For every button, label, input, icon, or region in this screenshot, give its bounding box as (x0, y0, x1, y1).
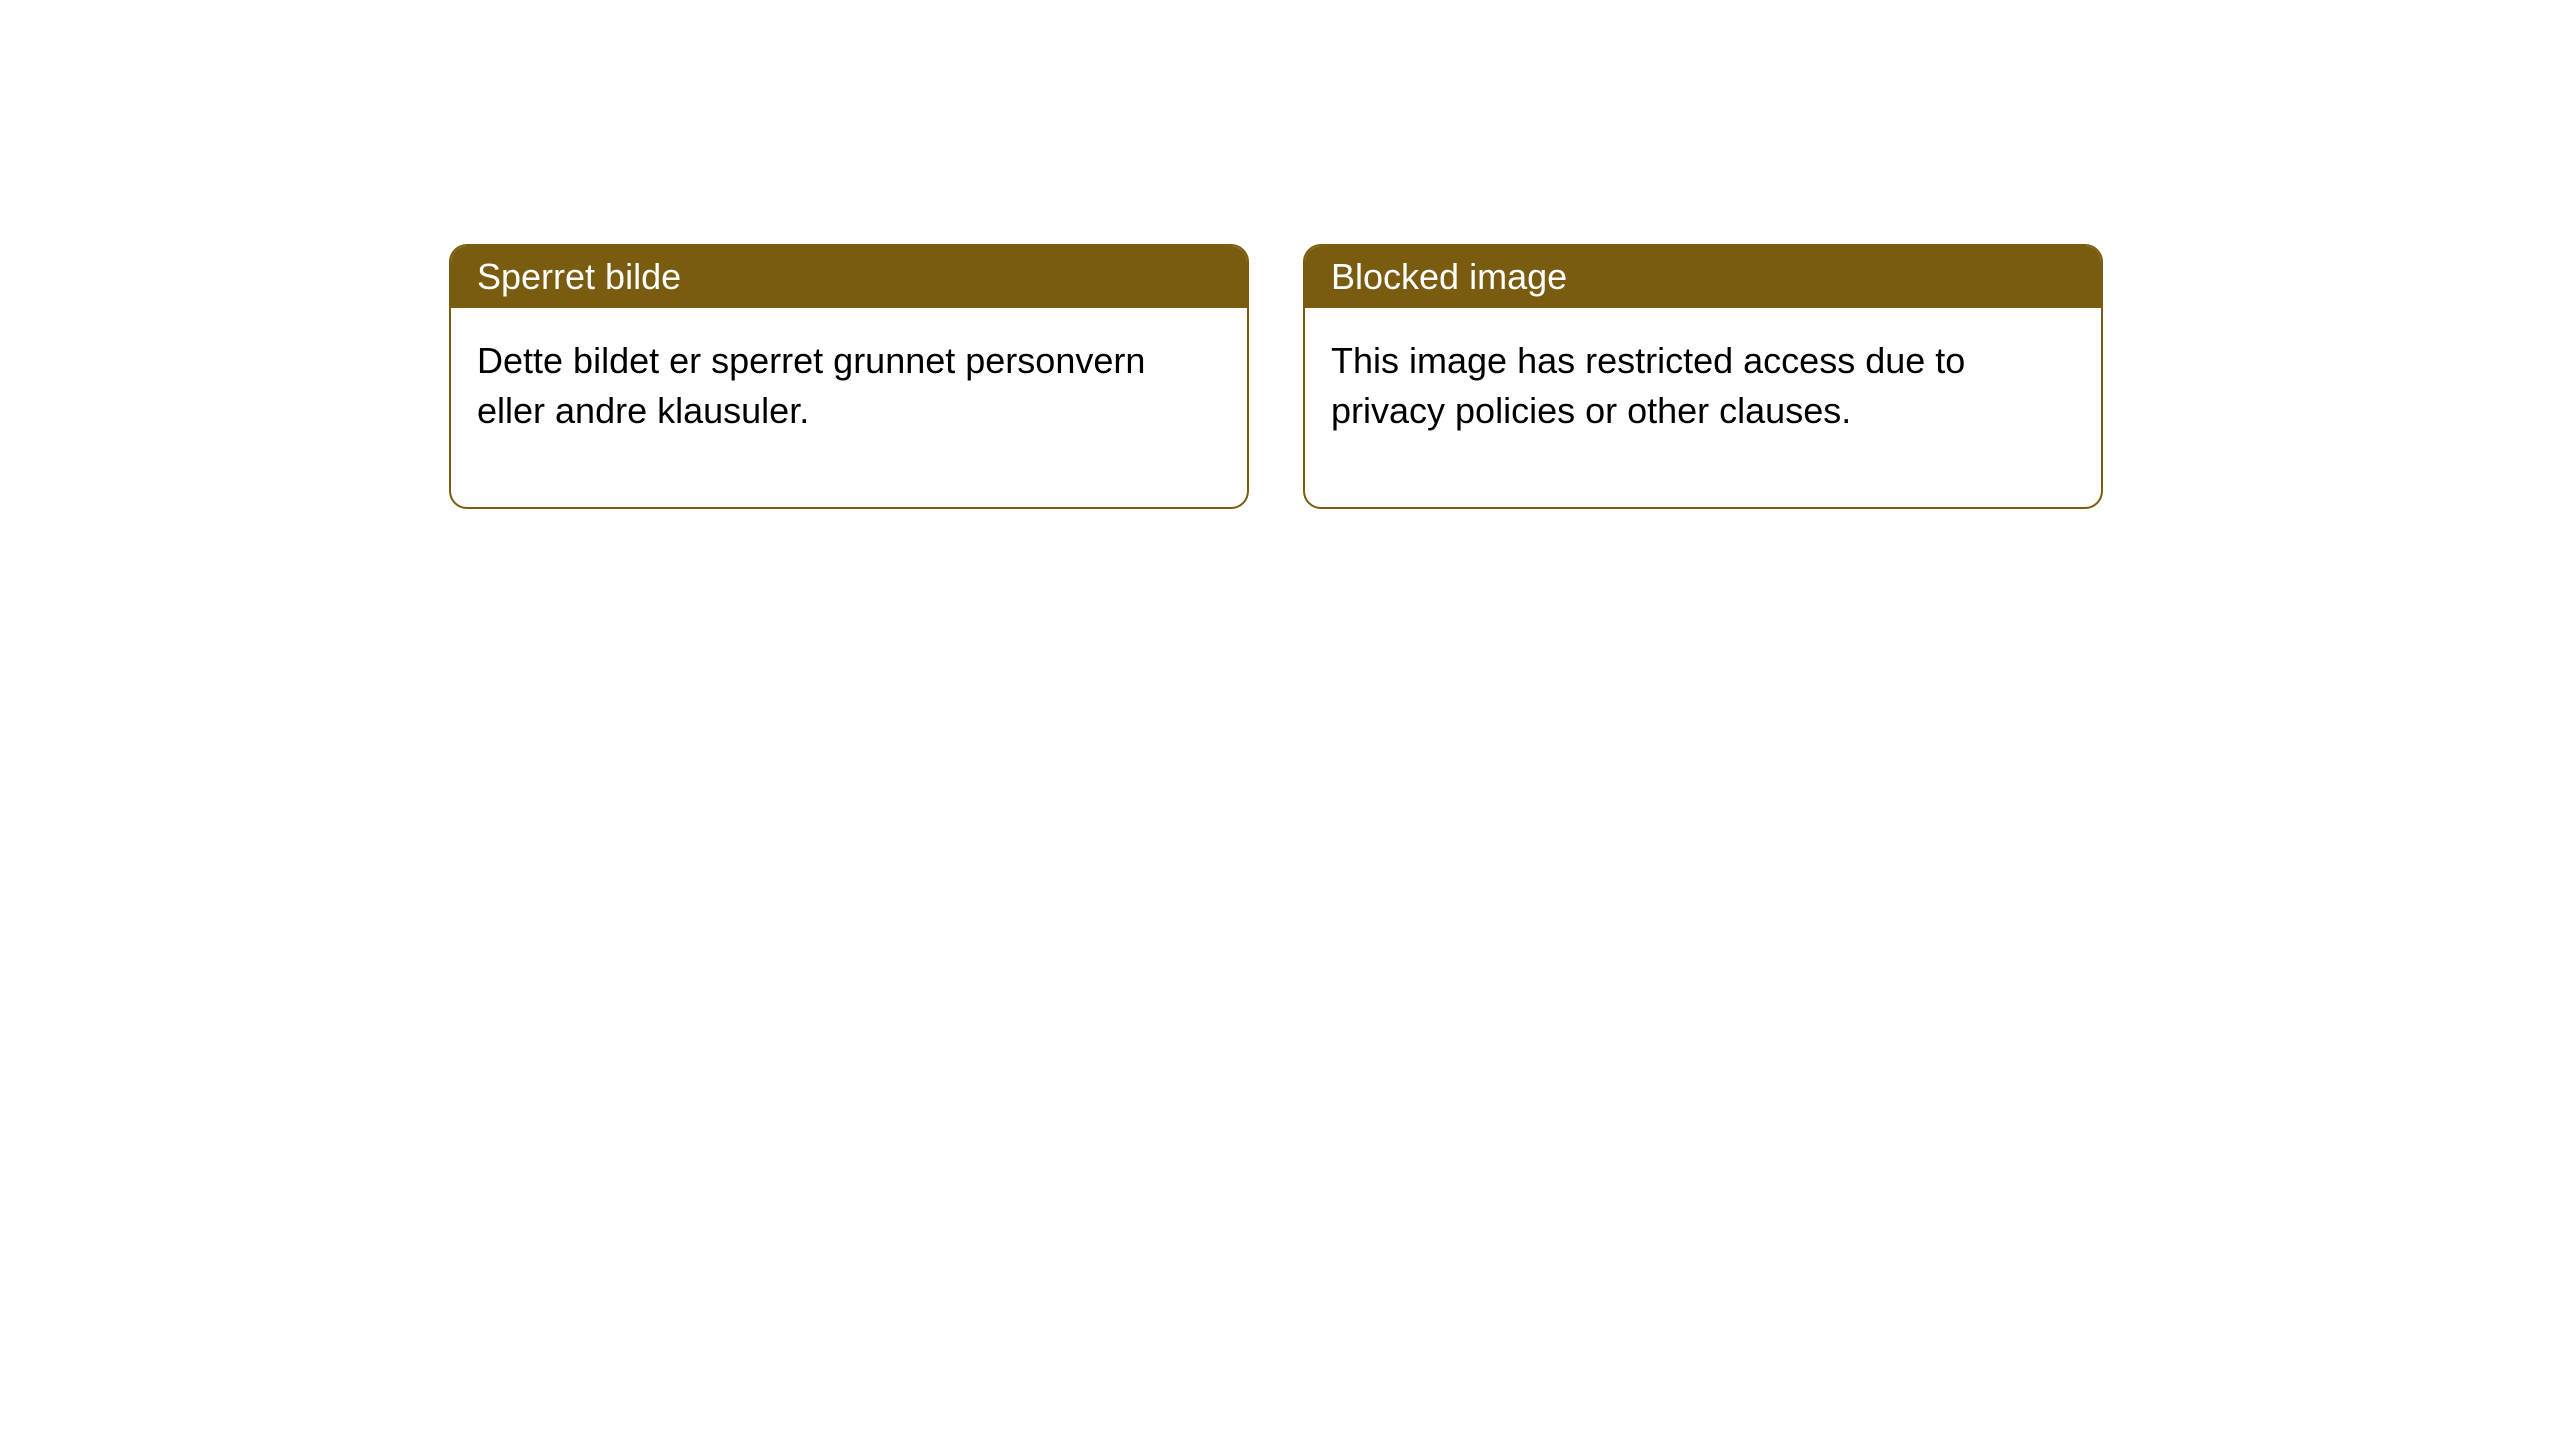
notice-text: This image has restricted access due to … (1331, 340, 1965, 431)
notice-title: Blocked image (1331, 256, 1567, 297)
notice-card-english: Blocked image This image has restricted … (1303, 244, 2103, 509)
notice-header: Blocked image (1305, 246, 2101, 308)
notice-title: Sperret bilde (477, 256, 681, 297)
notice-header: Sperret bilde (451, 246, 1247, 308)
notice-body: This image has restricted access due to … (1305, 308, 2101, 507)
notice-text: Dette bildet er sperret grunnet personve… (477, 340, 1145, 431)
notice-container: Sperret bilde Dette bildet er sperret gr… (0, 0, 2560, 509)
notice-card-norwegian: Sperret bilde Dette bildet er sperret gr… (449, 244, 1249, 509)
notice-body: Dette bildet er sperret grunnet personve… (451, 308, 1247, 507)
